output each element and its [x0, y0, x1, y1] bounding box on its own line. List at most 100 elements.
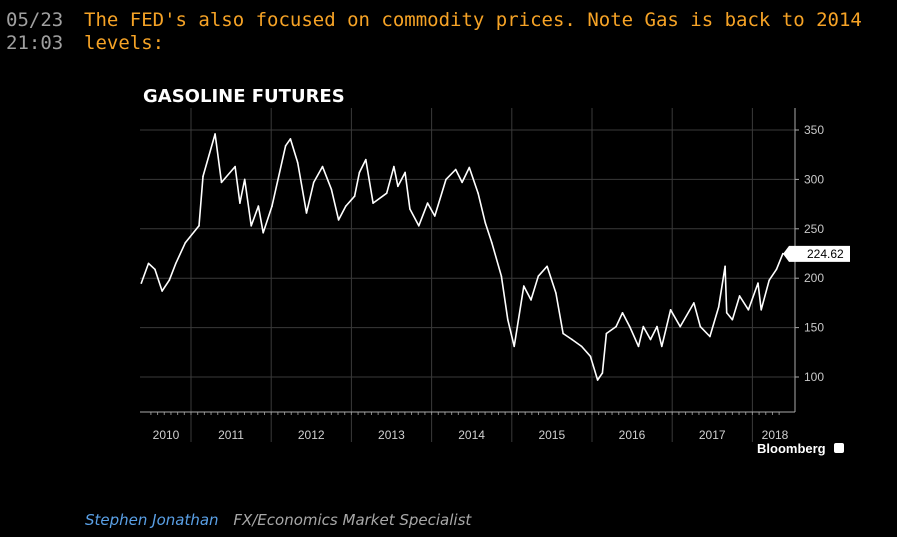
data-point [605, 332, 608, 335]
x-tick-label: 2018 [762, 428, 789, 442]
data-point [596, 379, 599, 381]
chart-title: GASOLINE FUTURES [143, 86, 345, 107]
y-tick-label: 200 [804, 271, 824, 285]
data-point [724, 265, 726, 268]
data-point [243, 178, 246, 181]
data-point [637, 345, 640, 348]
data-point [257, 205, 260, 207]
data-point [330, 188, 333, 191]
bloomberg-logo: Bloomberg [757, 441, 826, 456]
data-point [445, 178, 447, 181]
series-line-gasoline [140, 133, 784, 381]
data-point [284, 145, 287, 147]
x-tick-label: 2017 [699, 428, 726, 442]
data-point [271, 205, 273, 207]
data-point [337, 219, 340, 221]
data-point [747, 309, 750, 311]
data-point [397, 185, 399, 188]
y-tick-label: 100 [804, 370, 824, 384]
data-point [344, 205, 347, 207]
data-point [523, 285, 525, 287]
x-tick-label: 2014 [458, 428, 485, 442]
data-point [709, 335, 711, 338]
data-point [775, 268, 778, 271]
x-tick-label: 2016 [619, 428, 646, 442]
data-point [321, 165, 324, 168]
data-point [168, 279, 171, 281]
data-point [289, 138, 292, 140]
data-point [760, 309, 763, 311]
data-point [656, 325, 658, 328]
post-header: 05/23 The FED's also focused on commodit… [6, 9, 862, 55]
data-point [198, 225, 200, 227]
y-tick-label: 150 [804, 321, 824, 335]
data-point [353, 195, 356, 197]
data-point [589, 355, 592, 358]
data-point [725, 311, 728, 314]
data-point [699, 325, 702, 328]
data-point [214, 133, 216, 135]
data-point [417, 225, 420, 227]
data-point [184, 241, 187, 244]
data-point [513, 345, 516, 348]
author-role: FX/Economics Market Specialist [233, 511, 472, 529]
data-point [580, 345, 583, 348]
data-point [202, 175, 204, 178]
data-point [555, 292, 557, 294]
data-point [312, 181, 315, 184]
data-point [234, 165, 236, 168]
data-point [154, 268, 156, 271]
data-point [305, 212, 308, 214]
data-point [296, 161, 299, 164]
data-point [174, 262, 177, 265]
data-point [220, 181, 223, 184]
data-point [601, 372, 604, 374]
data-point [404, 171, 406, 174]
footer: Stephen Jonathan FX/Economics Market Spe… [85, 511, 471, 529]
post-text-line1: The FED's also focused on commodity pric… [84, 9, 862, 31]
data-point [140, 282, 143, 284]
data-point [562, 332, 564, 335]
data-point [506, 318, 509, 321]
data-point [461, 181, 463, 184]
data-point [621, 311, 624, 314]
data-point [393, 165, 395, 168]
x-tick-label: 2015 [538, 428, 565, 442]
data-point [250, 225, 252, 227]
data-point [239, 202, 241, 204]
x-tick-label: 2012 [298, 428, 325, 442]
data-point [717, 306, 720, 308]
data-point [660, 345, 663, 348]
post-date: 05/23 [6, 9, 64, 31]
x-tick-label: 2010 [153, 428, 180, 442]
data-point [385, 192, 388, 195]
data-point [490, 241, 493, 244]
bloomberg-logo-icon [834, 443, 844, 453]
data-point [537, 275, 540, 278]
post-time: 21:03 [6, 32, 64, 54]
x-tick-label: 2011 [218, 428, 244, 442]
data-point [571, 338, 573, 341]
data-point [468, 166, 471, 169]
data-point [628, 325, 631, 328]
data-point [693, 302, 695, 304]
data-point [147, 262, 150, 265]
data-point [372, 202, 374, 204]
data-point [358, 171, 361, 174]
data-point [409, 208, 411, 210]
data-point [546, 265, 548, 268]
data-point [679, 325, 682, 328]
y-tick-label: 250 [804, 222, 824, 236]
post-text-line2: levels: [84, 32, 165, 54]
author-link[interactable]: Stephen Jonathan [85, 511, 219, 529]
y-tick-label: 350 [804, 123, 824, 137]
data-point [161, 290, 163, 292]
data-point [731, 318, 734, 321]
data-point [642, 325, 645, 328]
data-point [768, 279, 771, 281]
data-point [615, 325, 617, 328]
data-point [477, 192, 479, 195]
data-point [757, 282, 759, 284]
data-point [500, 275, 503, 278]
